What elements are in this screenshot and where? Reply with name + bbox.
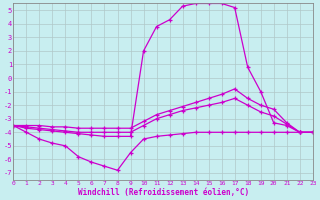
X-axis label: Windchill (Refroidissement éolien,°C): Windchill (Refroidissement éolien,°C) xyxy=(77,188,249,197)
